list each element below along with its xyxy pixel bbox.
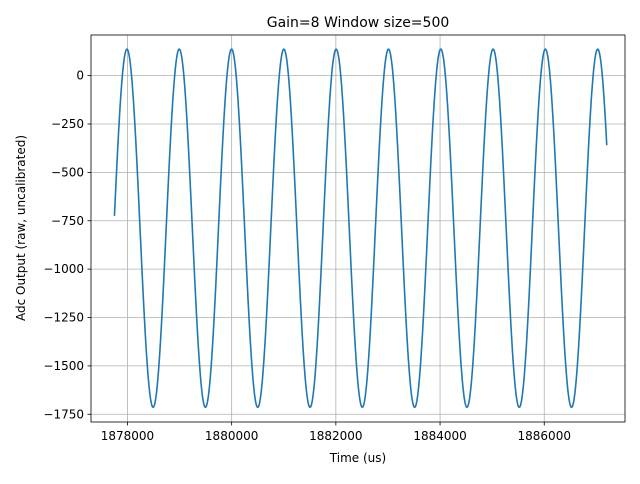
y-tick-label: −1500 bbox=[43, 359, 84, 373]
series-layer bbox=[113, 48, 608, 409]
axis-ticks: 1878000 1880000 1882000 1884000 1886000 0 −250… bbox=[43, 69, 571, 443]
y-tick-label: −1750 bbox=[43, 407, 84, 421]
y-tick-label: −750 bbox=[51, 214, 84, 228]
series-line bbox=[113, 48, 608, 409]
y-tick-label: −1000 bbox=[43, 262, 84, 276]
y-axis-label: Adc Output (raw, uncalibrated) bbox=[14, 135, 28, 321]
x-tick-label: 1878000 bbox=[101, 429, 154, 443]
x-tick-label: 1884000 bbox=[413, 429, 466, 443]
y-tick-label: −1250 bbox=[43, 311, 84, 325]
chart-title: Gain=8 Window size=500 bbox=[267, 15, 450, 31]
y-tick-label: −250 bbox=[51, 117, 84, 131]
x-tick-label: 1880000 bbox=[205, 429, 258, 443]
x-axis-label: Time (us) bbox=[329, 451, 386, 465]
grid-lines bbox=[91, 35, 625, 422]
x-tick-label: 1886000 bbox=[518, 429, 571, 443]
plot-frame bbox=[90, 34, 626, 423]
x-tick-label: 1882000 bbox=[309, 429, 362, 443]
y-tick-label: −500 bbox=[51, 165, 84, 179]
y-tick-label: 0 bbox=[76, 69, 84, 83]
